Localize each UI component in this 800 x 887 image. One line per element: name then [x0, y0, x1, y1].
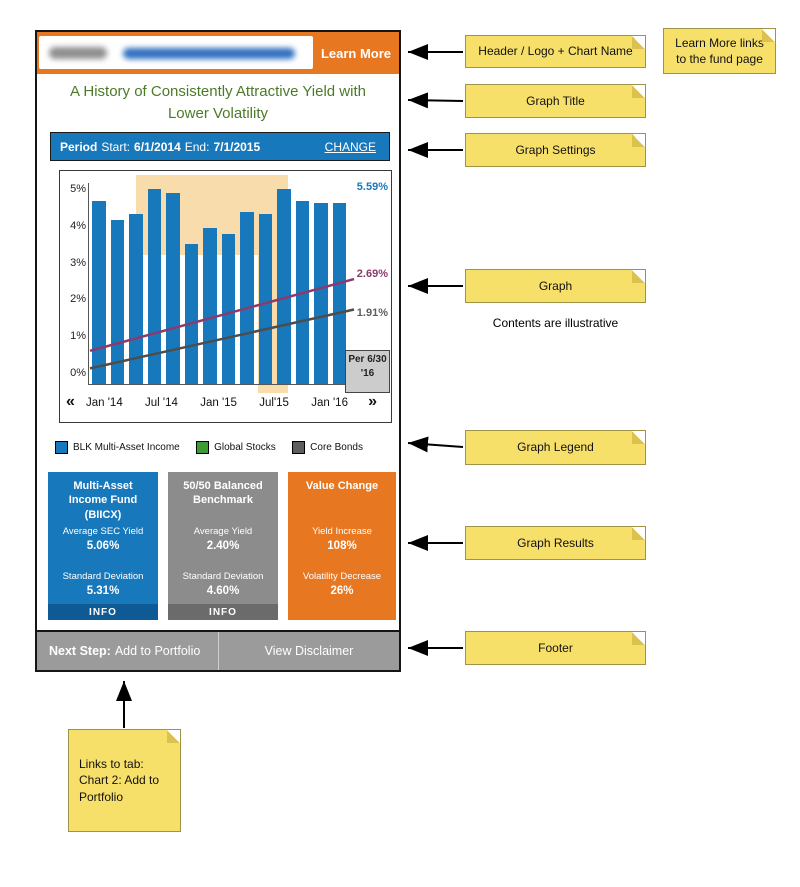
card-row-value: 4.60% — [206, 585, 240, 597]
yield-chart: 5% 4% 3% 2% 1% 0% 5.59% 2.69% 1.91% Per … — [59, 170, 392, 423]
blue-swatch-icon — [55, 440, 68, 454]
legend-label: Core Bonds — [310, 441, 363, 453]
purple_line — [89, 277, 355, 353]
arrow-legend — [407, 436, 464, 453]
blurred-logo-text — [49, 47, 107, 59]
card-row-label: Average Yield — [193, 526, 253, 537]
bar — [240, 212, 254, 384]
bar — [166, 192, 180, 384]
widget-footer: Next Step: Add to Portfolio View Disclai… — [37, 630, 399, 670]
end-date-value: 7/1/2015 — [213, 139, 261, 154]
bar — [221, 233, 235, 384]
y-tick: 3% — [70, 256, 86, 269]
start-label: Start: — [101, 139, 131, 154]
x-axis: Jan '14 Jul '14 Jan '15 Jul'15 Jan '16 — [86, 397, 348, 409]
card-row-value: 108% — [327, 540, 357, 552]
period-label: Period — [60, 139, 98, 154]
trend-lines — [89, 277, 355, 370]
bar — [203, 228, 217, 384]
card-row-label: Yield Increase — [312, 526, 372, 537]
benchmark-line-annotation: 2.69% — [356, 268, 388, 280]
x-tick: Jul'15 — [259, 397, 289, 409]
card-title: Value Change — [305, 480, 379, 492]
y-tick: 0% — [70, 366, 86, 379]
graph-settings-bar: Period Start: 6/1/2014 End: 7/1/2015 CHA… — [50, 132, 390, 161]
illustrative-caption: Contents are illustrative — [492, 316, 619, 330]
start-date-value: 6/1/2014 — [134, 139, 181, 154]
result-card-benchmark: 50/50 Balanced Benchmark Average Yield 2… — [168, 472, 278, 620]
card-row-label: Standard Deviation — [182, 571, 264, 582]
card-row-label: Volatility Decrease — [302, 571, 382, 582]
card-row-value: 26% — [330, 585, 354, 597]
next-step-link[interactable]: Next Step: Add to Portfolio — [37, 632, 218, 670]
x-tick: Jan '16 — [311, 397, 348, 409]
note-graph-results: Graph Results — [465, 526, 646, 560]
graph-legend: BLK Multi-Asset Income Global Stocks Cor… — [55, 434, 363, 460]
bar — [332, 202, 346, 384]
green-swatch-icon — [196, 440, 210, 454]
x-tick: Jan '15 — [200, 397, 237, 409]
learn-more-button[interactable]: Learn More — [320, 45, 392, 61]
current-yield-annotation: 5.59% — [356, 181, 388, 193]
view-disclaimer-link[interactable]: View Disclaimer — [218, 632, 399, 670]
y-tick: 5% — [70, 183, 86, 195]
x-tick: Jan '14 — [86, 397, 123, 409]
fund-chart-widget: Learn More A History of Consistently Att… — [35, 30, 401, 672]
card-row-label: Average SEC Yield — [62, 526, 144, 537]
x-tick: Jul '14 — [145, 397, 178, 409]
legend-item-stocks: Global Stocks — [196, 440, 276, 454]
y-tick: 2% — [70, 293, 86, 306]
as-of-date-box: Per 6/30 '16 — [345, 350, 390, 393]
card-row-value: 5.31% — [86, 585, 120, 597]
bonds-line-annotation: 1.91% — [356, 307, 388, 319]
y-axis-line — [88, 183, 89, 384]
bar — [277, 189, 291, 384]
legend-label: Global Stocks — [214, 441, 276, 453]
note-header: Header / Logo + Chart Name — [465, 35, 646, 68]
note-graph-title: Graph Title — [465, 84, 646, 118]
note-footer: Footer — [465, 631, 646, 665]
card-row-value: 2.40% — [206, 540, 240, 552]
legend-label: BLK Multi-Asset Income — [73, 441, 180, 453]
prev-period-chevron[interactable]: « — [66, 393, 75, 410]
bar-group — [90, 189, 348, 384]
bar — [92, 200, 106, 384]
y-axis: 5% 4% 3% 2% 1% 0% — [60, 183, 86, 379]
next-period-chevron[interactable]: » — [368, 393, 377, 410]
change-period-link[interactable]: CHANGE — [324, 139, 376, 154]
note-graph-legend: Graph Legend — [465, 430, 646, 465]
gray_line — [89, 308, 355, 370]
y-tick: 1% — [70, 330, 86, 343]
arrow-title — [407, 92, 464, 109]
x-axis-line — [88, 384, 350, 385]
bar — [129, 214, 143, 384]
result-card-value-change: Value Change Yield Increase 108% Volatil… — [288, 472, 396, 620]
gray-swatch-icon — [292, 440, 306, 454]
end-label: End: — [184, 139, 210, 154]
y-tick: 4% — [70, 219, 86, 232]
header: Learn More — [37, 32, 399, 74]
info-button[interactable]: INFO — [168, 604, 278, 620]
card-title: 50/50 Balanced Benchmark — [183, 480, 263, 507]
bar — [314, 202, 328, 384]
next-step-label: Next Step: — [49, 644, 111, 658]
card-row-value: 5.06% — [86, 540, 120, 552]
bar — [184, 243, 198, 384]
legend-item-bonds: Core Bonds — [292, 440, 363, 454]
note-learn-more: Learn More links to the fund page — [663, 28, 776, 74]
blurred-fund-name-text — [123, 48, 295, 59]
next-step-value: Add to Portfolio — [114, 644, 201, 658]
note-graph-settings: Graph Settings — [465, 133, 646, 167]
blurred-logo-chart-name — [39, 36, 313, 69]
info-button[interactable]: INFO — [48, 604, 158, 620]
legend-item-fund: BLK Multi-Asset Income — [55, 440, 180, 454]
card-title: Multi-Asset Income Fund (BIICX) — [68, 480, 138, 521]
note-graph: Graph — [465, 269, 646, 303]
result-card-fund: Multi-Asset Income Fund (BIICX) Average … — [48, 472, 158, 620]
card-row-label: Standard Deviation — [62, 571, 144, 582]
bar — [258, 214, 272, 384]
graph-title: A History of Consistently Attractive Yie… — [70, 83, 366, 122]
note-links-to-tab: Links to tab: Chart 2: Add to Portfolio — [68, 729, 181, 832]
